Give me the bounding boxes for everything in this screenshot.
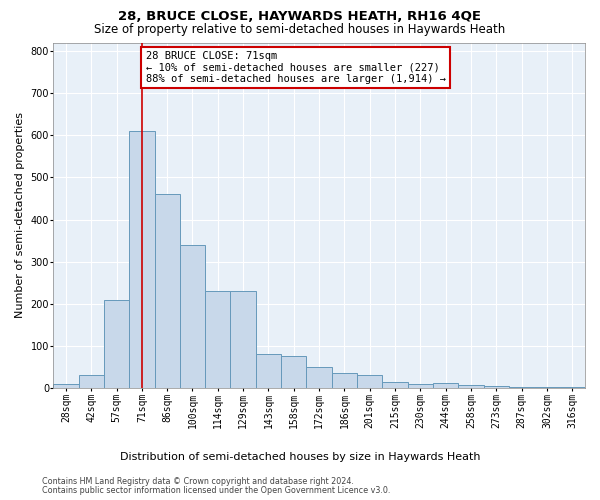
Bar (433, 383, 458, 388)
Text: Contains HM Land Registry data © Crown copyright and database right 2024.: Contains HM Land Registry data © Crown c… (42, 477, 354, 486)
Bar (230, 291, 256, 388)
Bar (155, 194, 180, 388)
Bar (104, 300, 129, 388)
Bar (484, 386, 509, 388)
Bar (53, 384, 79, 388)
Bar (256, 354, 281, 388)
Bar (79, 376, 104, 388)
Text: Distribution of semi-detached houses by size in Haywards Heath: Distribution of semi-detached houses by … (120, 452, 480, 462)
Bar (281, 356, 307, 388)
Text: Size of property relative to semi-detached houses in Haywards Heath: Size of property relative to semi-detach… (94, 22, 506, 36)
Bar (205, 291, 230, 388)
Bar (180, 245, 205, 388)
Text: Contains public sector information licensed under the Open Government Licence v3: Contains public sector information licen… (42, 486, 391, 495)
Text: 28, BRUCE CLOSE, HAYWARDS HEATH, RH16 4QE: 28, BRUCE CLOSE, HAYWARDS HEATH, RH16 4Q… (119, 10, 482, 23)
Bar (535, 387, 560, 388)
Text: 28 BRUCE CLOSE: 71sqm
← 10% of semi-detached houses are smaller (227)
88% of sem: 28 BRUCE CLOSE: 71sqm ← 10% of semi-deta… (146, 51, 446, 84)
Bar (357, 376, 382, 388)
Bar (332, 374, 357, 388)
Bar (458, 385, 484, 388)
Bar (408, 384, 433, 388)
Bar (129, 131, 155, 388)
Bar (307, 367, 332, 388)
Bar (509, 387, 535, 388)
Y-axis label: Number of semi-detached properties: Number of semi-detached properties (15, 112, 25, 318)
Bar (560, 387, 585, 388)
Bar (382, 382, 408, 388)
